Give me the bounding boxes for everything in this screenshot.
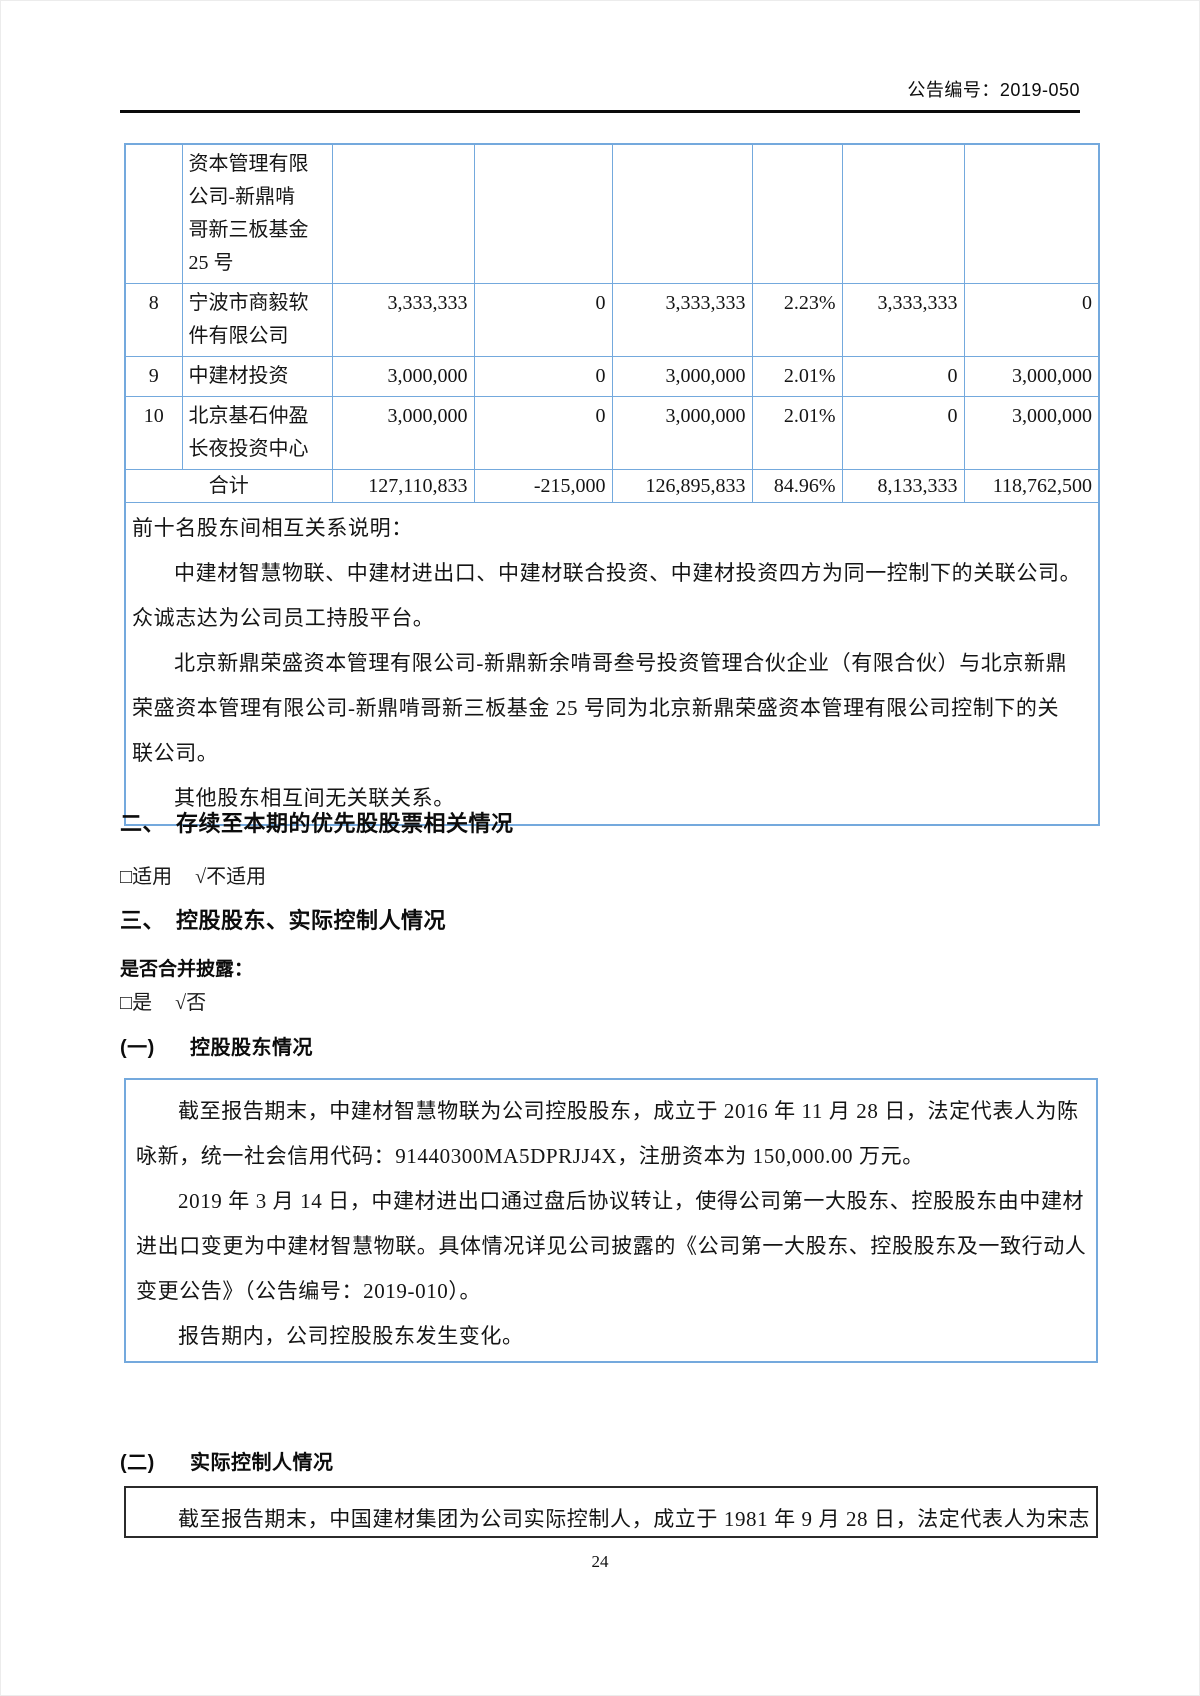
- cell-value: 0: [841, 396, 965, 470]
- announcement-number: 公告编号：2019-050: [907, 80, 1080, 100]
- subsection-heading-actual-controller: (二) 实际控制人情况: [120, 1446, 334, 1475]
- box-line: 截至报告期末，中国建材集团为公司实际控制人，成立于 1981 年 9 月 28 …: [178, 1507, 1090, 1531]
- subsection-title: 控股股东情况: [190, 1037, 313, 1059]
- cell-value: 0: [473, 356, 613, 397]
- cell-value: [751, 143, 843, 284]
- cell-value: [473, 143, 613, 284]
- cell-total-value: 8,133,333: [841, 469, 965, 503]
- cell-value: 2.01%: [751, 396, 843, 470]
- section-title: 控股股东、实际控制人情况: [176, 908, 447, 933]
- box-line: 咏新，统一社会信用代码：91440300MA5DPRJJ4X，注册资本为 150…: [136, 1144, 924, 1168]
- section-number: 三、: [120, 908, 166, 933]
- subsection-title: 实际控制人情况: [190, 1452, 334, 1474]
- table-row: 8 宁波市商毅软 件有限公司 3,333,333 0 3,333,333 2.2…: [124, 283, 1100, 357]
- cell-total-label: 合计: [124, 469, 333, 503]
- cell-value: 3,000,000: [331, 396, 475, 470]
- cell-value: 0: [841, 356, 965, 397]
- subsection-number: (一): [120, 1037, 155, 1059]
- cell-shareholder-name: 北京基石仲盈 长夜投资中心: [181, 396, 333, 470]
- notes-line: 联公司。: [132, 741, 219, 765]
- cell-value: 3,000,000: [331, 356, 475, 397]
- cell-total-value: -215,000: [473, 469, 613, 503]
- cell-value: [611, 143, 753, 284]
- cell-shareholder-name: 中建材投资: [181, 356, 333, 397]
- cell-value: 0: [473, 396, 613, 470]
- cell-index: 9: [124, 356, 183, 397]
- box-line: 报告期内，公司控股股东发生变化。: [178, 1324, 524, 1348]
- subsection-number: (二): [120, 1452, 155, 1474]
- cell-value: 3,333,333: [331, 283, 475, 357]
- cell-index: [124, 143, 183, 284]
- checkbox-no: √否: [175, 992, 207, 1014]
- cell-value: 3,000,000: [963, 396, 1100, 470]
- shareholder-relationship-notes: 前十名股东间相互关系说明： 中建材智慧物联、中建材进出口、中建材联合投资、中建材…: [124, 502, 1100, 826]
- section-title: 存续至本期的优先股股票相关情况: [176, 811, 514, 836]
- cell-value: 2.01%: [751, 356, 843, 397]
- notes-line: 荣盛资本管理有限公司-新鼎啃哥新三板基金 25 号同为北京新鼎荣盛资本管理有限公…: [132, 696, 1060, 720]
- table-row: 10 北京基石仲盈 长夜投资中心 3,000,000 0 3,000,000 2…: [124, 396, 1100, 470]
- section-number: 二、: [120, 811, 166, 836]
- cell-value: 3,333,333: [611, 283, 753, 357]
- box-line: 2019 年 3 月 14 日，中建材进出口通过盘后协议转让，使得公司第一大股东…: [178, 1189, 1085, 1213]
- notes-line: 北京新鼎荣盛资本管理有限公司-新鼎新余啃哥叁号投资管理合伙企业（有限合伙）与北京…: [174, 651, 1068, 675]
- notes-line: 中建材智慧物联、中建材进出口、中建材联合投资、中建材投资四方为同一控制下的关联公…: [174, 561, 1082, 585]
- box-line: 进出口变更为中建材智慧物联。具体情况详见公司披露的《公司第一大股东、控股股东及一…: [136, 1234, 1087, 1258]
- subsection-heading-controlling-shareholder: (一) 控股股东情况: [120, 1031, 313, 1060]
- page-number: 24: [591, 1552, 609, 1571]
- cell-value: [841, 143, 965, 284]
- cell-value: [963, 143, 1100, 284]
- cell-total-value: 127,110,833: [331, 469, 475, 503]
- table-notes-row: 前十名股东间相互关系说明： 中建材智慧物联、中建材进出口、中建材联合投资、中建材…: [124, 502, 1100, 826]
- checkbox-applicable: □适用: [120, 866, 173, 888]
- table-total-row: 合计 127,110,833 -215,000 126,895,833 84.9…: [124, 469, 1100, 503]
- checkbox-not-applicable: √不适用: [195, 866, 267, 888]
- cell-index: 10: [124, 396, 183, 470]
- applicability-line: □适用 √不适用: [120, 860, 266, 889]
- cell-value: 2.23%: [751, 283, 843, 357]
- table-row: 9 中建材投资 3,000,000 0 3,000,000 2.01% 0 3,…: [124, 356, 1100, 397]
- cell-value: 3,000,000: [611, 396, 753, 470]
- cell-total-value: 84.96%: [751, 469, 843, 503]
- notes-line: 前十名股东间相互关系说明：: [132, 516, 413, 540]
- notes-line: 其他股东相互间无关联关系。: [174, 786, 455, 810]
- box-line: 变更公告》（公告编号：2019-010）。: [136, 1279, 482, 1303]
- cell-value: [331, 143, 475, 284]
- cell-shareholder-name: 宁波市商毅软 件有限公司: [181, 283, 333, 357]
- yes-no-line: □是 √否: [120, 986, 206, 1015]
- header-rule: [120, 110, 1080, 113]
- notes-line: 众诚志达为公司员工持股平台。: [132, 606, 435, 630]
- cell-value: 3,000,000: [963, 356, 1100, 397]
- cell-shareholder-name: 资本管理有限 公司-新鼎啃 哥新三板基金 25 号: [181, 143, 333, 284]
- section-heading-controlling-shareholder: 三、 控股股东、实际控制人情况: [120, 903, 446, 935]
- cell-total-value: 126,895,833: [611, 469, 753, 503]
- cell-value: 3,000,000: [611, 356, 753, 397]
- cell-value: 0: [473, 283, 613, 357]
- table-row: 资本管理有限 公司-新鼎啃 哥新三板基金 25 号: [124, 143, 1100, 284]
- merged-disclosure-question: 是否合并披露：: [120, 959, 254, 980]
- checkbox-yes: □是: [120, 992, 153, 1014]
- cell-value: 0: [963, 283, 1100, 357]
- controlling-shareholder-box: 截至报告期末，中建材智慧物联为公司控股股东，成立于 2016 年 11 月 28…: [124, 1078, 1098, 1363]
- cell-value: 3,333,333: [841, 283, 965, 357]
- top-ten-shareholders-table: 资本管理有限 公司-新鼎啃 哥新三板基金 25 号 8 宁波市商毅软 件有限公司…: [124, 143, 1100, 826]
- box-line: 截至报告期末，中建材智慧物联为公司控股股东，成立于 2016 年 11 月 28…: [178, 1099, 1079, 1123]
- cell-total-value: 118,762,500: [963, 469, 1100, 503]
- cell-index: 8: [124, 283, 183, 357]
- section-heading-preferred-shares: 二、 存续至本期的优先股股票相关情况: [120, 806, 514, 838]
- actual-controller-box: 截至报告期末，中国建材集团为公司实际控制人，成立于 1981 年 9 月 28 …: [124, 1486, 1098, 1538]
